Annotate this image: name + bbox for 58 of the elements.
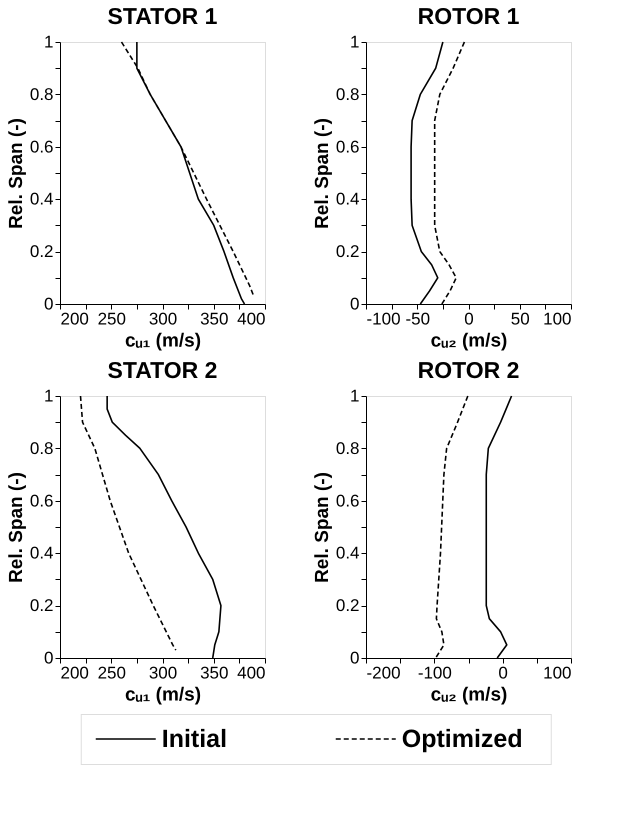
y-tick-label: 0.8: [336, 438, 360, 458]
legend-label: Optimized: [402, 725, 523, 753]
y-tick-label: 0.4: [30, 190, 54, 209]
y-tick-label: 0.8: [30, 84, 54, 104]
y-tick-label: 0.4: [336, 190, 360, 209]
x-tick-label: 400: [237, 310, 266, 328]
y-tick-label: 0.4: [336, 544, 360, 563]
x-tick-label: 200: [60, 310, 89, 328]
x-tick-label: -200: [366, 664, 401, 682]
y-tick-label: 0: [350, 648, 360, 668]
x-tick-label: 50: [510, 310, 530, 328]
y-tick-label: 0.2: [30, 596, 54, 616]
y-tick-label: 0.4: [30, 544, 54, 563]
chart-title: STATOR 1: [108, 3, 218, 29]
y-tick-label: 1: [44, 386, 54, 406]
y-tick-label: 1: [350, 386, 360, 406]
y-axis-title: Rel. Span (-): [6, 472, 27, 583]
y-tick-label: 0.6: [336, 491, 360, 510]
y-tick-label: 0.6: [30, 137, 54, 156]
line-series: [80, 395, 177, 651]
y-axis-title: Rel. Span (-): [6, 118, 27, 229]
x-tick-label: -100: [418, 664, 452, 682]
x-tick-label: 350: [200, 310, 228, 328]
x-tick-label: 300: [148, 664, 178, 682]
chart-title: ROTOR 1: [418, 3, 520, 29]
x-tick-label: 300: [148, 310, 178, 328]
y-tick-label: 1: [44, 32, 54, 52]
y-axis-title: Rel. Span (-): [312, 472, 333, 583]
y-tick-label: 0.8: [336, 84, 360, 104]
x-tick-label: -50: [405, 310, 430, 328]
x-tick-label: 0: [498, 664, 508, 682]
legend-label: Initial: [162, 725, 228, 753]
y-axis-title: Rel. Span (-): [312, 118, 333, 229]
y-tick-label: 0.2: [30, 242, 54, 262]
y-tick-label: 0: [44, 648, 54, 668]
x-axis-title: cᵤ₂ (m/s): [430, 330, 508, 352]
x-tick-label: 400: [237, 664, 266, 682]
chart-title: STATOR 2: [108, 357, 218, 383]
chart-title: ROTOR 2: [418, 357, 520, 383]
x-tick-label: 250: [98, 664, 126, 682]
y-tick-label: 0.6: [30, 491, 54, 510]
y-tick-label: 0.2: [336, 596, 360, 616]
x-tick-label: 200: [60, 664, 89, 682]
x-tick-label: 350: [200, 664, 228, 682]
x-axis-title: cᵤ₁ (m/s): [124, 330, 202, 352]
y-tick-label: 0.6: [336, 137, 360, 156]
y-tick-label: 0.8: [30, 438, 54, 458]
y-tick-label: 1: [350, 32, 360, 52]
x-tick-label: 100: [543, 664, 572, 682]
y-tick-label: 0.2: [336, 242, 360, 262]
y-tick-label: 0: [350, 294, 360, 314]
x-tick-label: 0: [464, 310, 474, 328]
x-axis-title: cᵤ₂ (m/s): [430, 684, 508, 706]
x-axis-title: cᵤ₁ (m/s): [124, 684, 202, 706]
x-tick-label: -100: [366, 310, 401, 328]
y-tick-label: 0: [44, 294, 54, 314]
x-tick-label: 250: [98, 310, 126, 328]
x-tick-label: 100: [543, 310, 572, 328]
